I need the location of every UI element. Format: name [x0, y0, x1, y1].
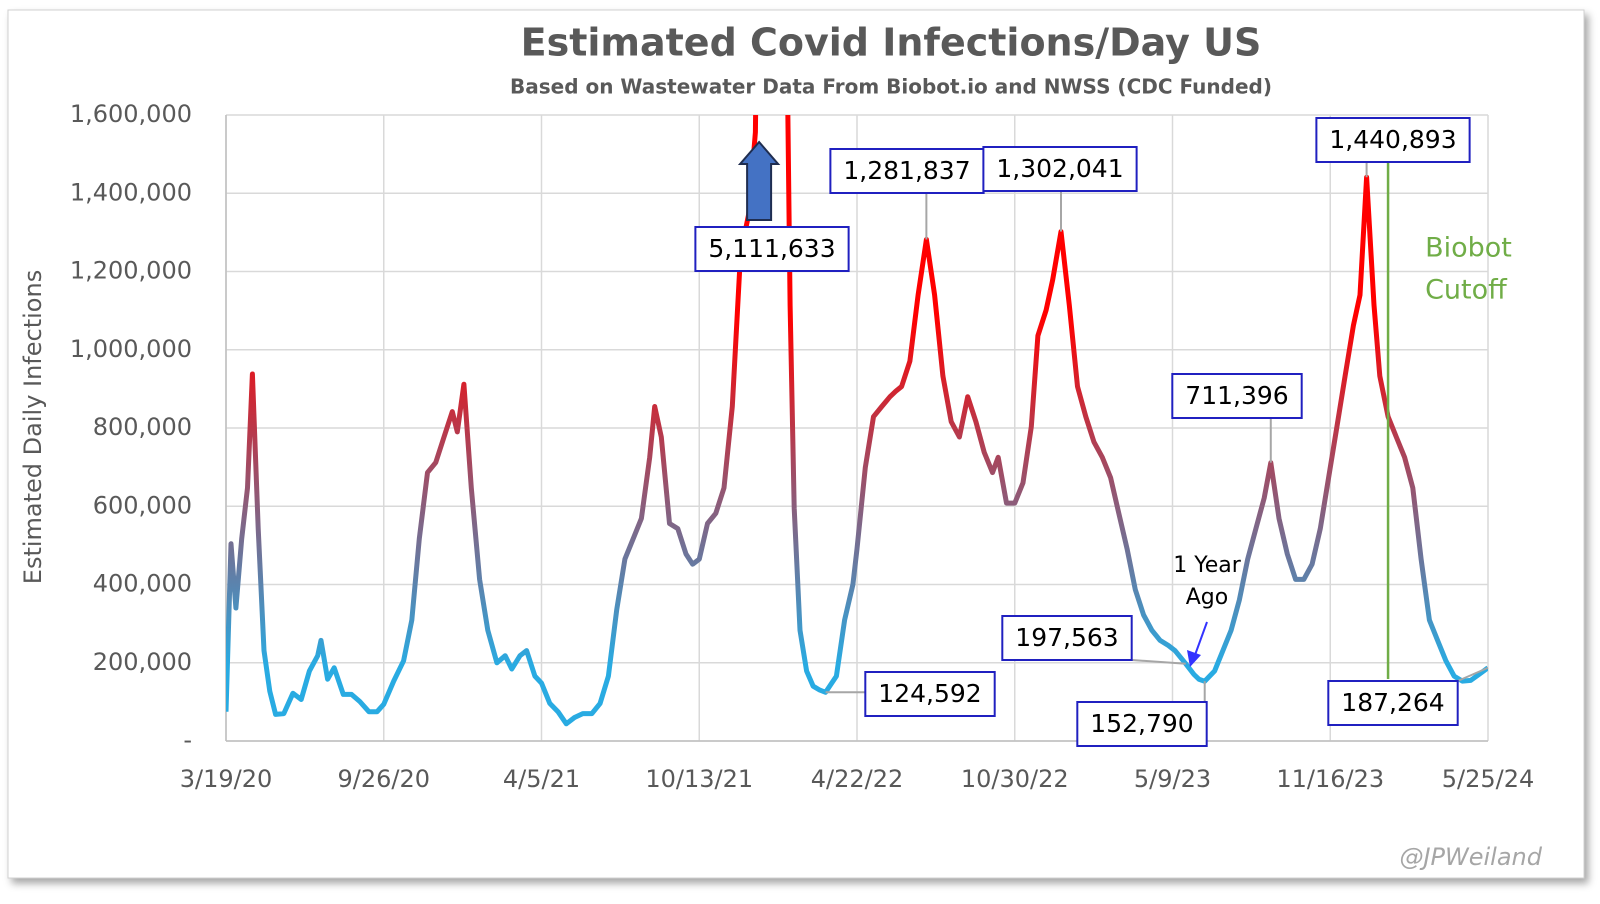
- label-box: [1327, 680, 1459, 726]
- x-tick-label: 9/26/20: [337, 765, 430, 793]
- callout-arrow: [1194, 621, 1208, 656]
- label-box: [694, 226, 850, 272]
- x-tick-label: 4/5/21: [503, 765, 580, 793]
- annotation-label: 152,790: [1090, 709, 1193, 738]
- x-tick-label: 11/16/23: [1276, 765, 1384, 793]
- chart-subtitle: Based on Wastewater Data From Biobot.io …: [510, 75, 1272, 99]
- annotation: 124,592: [825, 671, 996, 717]
- label-box: [1315, 117, 1471, 163]
- y-tick-label: 400,000: [93, 570, 192, 598]
- y-tick-label: 600,000: [93, 491, 192, 519]
- x-tick-label: 4/22/22: [811, 765, 904, 793]
- x-tick-label: 5/25/24: [1442, 765, 1535, 793]
- callout-label: Ago: [1186, 585, 1228, 610]
- label-box: [1076, 701, 1208, 747]
- annotation-label: 1,281,837: [843, 156, 970, 185]
- annotation: 197,563: [1001, 615, 1186, 665]
- x-tick-label: 10/30/22: [961, 765, 1069, 793]
- overflow-arrow: [737, 140, 781, 221]
- data-line: [226, 115, 1488, 727]
- label-box: [1171, 373, 1303, 419]
- y-tick-label: 1,200,000: [70, 257, 192, 285]
- cutoff-label: Biobot: [1425, 233, 1512, 264]
- x-tick-label: 5/9/23: [1134, 765, 1211, 793]
- annotation: 187,264: [1327, 666, 1489, 726]
- annotation-label: 197,563: [1015, 623, 1118, 652]
- annotation: 711,396: [1171, 373, 1303, 463]
- x-tick-label: 3/19/20: [180, 765, 273, 793]
- y-tick-label: 200,000: [93, 648, 192, 676]
- annotation: 1,281,837: [829, 148, 985, 240]
- annotation: 152,790: [1076, 681, 1208, 747]
- cutoff-label: Cutoff: [1425, 275, 1508, 306]
- y-tick-label: 1,000,000: [70, 335, 192, 363]
- label-box: [982, 146, 1138, 192]
- y-tick-label: -: [183, 726, 192, 754]
- annotation: 5,111,633: [694, 140, 850, 272]
- label-box: [1001, 615, 1133, 661]
- annotation-label: 124,592: [878, 679, 981, 708]
- leader-line: [1131, 659, 1186, 665]
- chart-title: Estimated Covid Infections/Day US: [521, 21, 1262, 65]
- y-tick-label: 1,600,000: [70, 100, 192, 128]
- x-tick-label: 10/13/21: [645, 765, 753, 793]
- leader-line: [1457, 666, 1489, 682]
- y-axis-label: Estimated Daily Infections: [19, 270, 47, 584]
- annotation-label: 1,302,041: [996, 154, 1123, 183]
- annotation-label: 5,111,633: [708, 234, 835, 263]
- annotation-label: 1,440,893: [1329, 125, 1456, 154]
- annotation: 1,302,041: [982, 146, 1138, 232]
- label-box: [864, 671, 996, 717]
- y-tick-label: 1,400,000: [70, 178, 192, 206]
- y-tick-label: 800,000: [93, 413, 192, 441]
- annotation: 1,440,893: [1315, 117, 1471, 178]
- label-box: [829, 148, 985, 194]
- callout-arrowhead: [1187, 650, 1201, 667]
- callout-label: 1 Year: [1173, 553, 1242, 578]
- credit: @JPWeiland: [1399, 843, 1542, 871]
- annotation-label: 187,264: [1341, 688, 1444, 717]
- annotation-label: 711,396: [1185, 381, 1288, 410]
